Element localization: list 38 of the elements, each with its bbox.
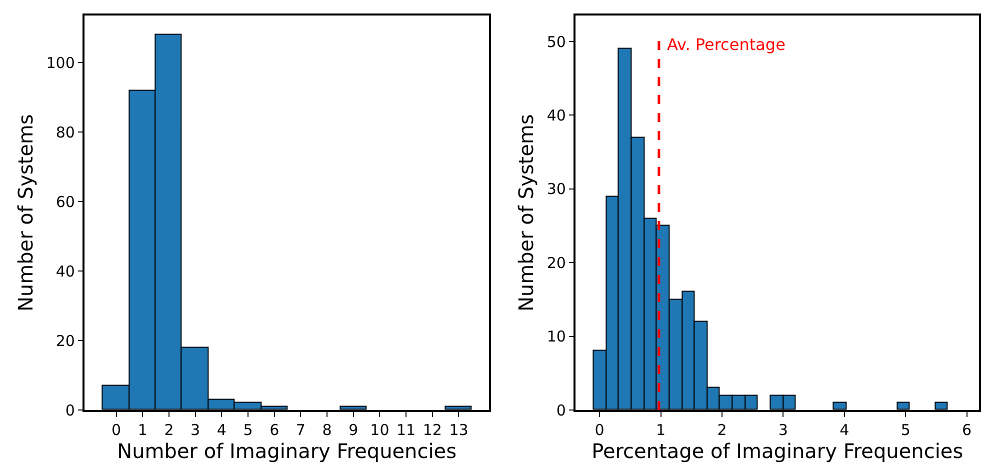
- x-tick-label: 4: [216, 420, 226, 439]
- x-axis-title: Number of Imaginary Frequencies: [117, 438, 457, 463]
- x-tick-label: 5: [243, 420, 253, 439]
- y-tick-label: 20: [546, 254, 566, 272]
- ref-line-label: Av. Percentage: [667, 35, 786, 54]
- x-tick-label: 4: [840, 420, 850, 439]
- x-tick-label: 2: [717, 420, 727, 439]
- y-tick-label: 10: [546, 328, 566, 346]
- y-tick-label: 30: [546, 180, 566, 198]
- x-tick-label: 2: [164, 420, 174, 439]
- y-tick-label: 20: [56, 332, 75, 350]
- x-tick-label: 6: [962, 420, 972, 439]
- x-tick-label: 6: [270, 420, 280, 439]
- y-tick-label: 50: [546, 32, 566, 51]
- x-tick-label: 8: [322, 420, 332, 439]
- x-tick-label: 12: [422, 420, 442, 439]
- x-tick-label: 3: [190, 420, 200, 439]
- y-tick-label: 60: [56, 192, 75, 211]
- x-tick-label: 5: [900, 420, 910, 439]
- x-tick-label: 1: [138, 420, 148, 439]
- x-tick-label: 11: [396, 420, 416, 439]
- x-axis-title: Percentage of Imaginary Frequencies: [592, 438, 964, 463]
- x-tick-label: 0: [594, 420, 604, 439]
- x-tick-label: 13: [449, 420, 468, 439]
- y-tick-label: 0: [65, 401, 75, 420]
- y-axis-title: Number of Systems: [13, 114, 38, 312]
- x-tick-label: 1: [656, 420, 666, 439]
- x-tick-label: 7: [296, 420, 306, 439]
- y-tick-label: 40: [546, 106, 566, 124]
- y-tick-label: 100: [46, 54, 75, 72]
- x-tick-label: 9: [348, 420, 358, 439]
- x-tick-label: 0: [111, 420, 122, 439]
- x-tick-label: 3: [778, 420, 788, 439]
- y-axis-title: Number of Systems: [514, 114, 538, 312]
- y-tick-label: 40: [56, 262, 75, 280]
- x-tick-label: 10: [370, 420, 390, 439]
- y-tick-label: 80: [56, 123, 75, 142]
- y-tick-label: 0: [556, 401, 566, 420]
